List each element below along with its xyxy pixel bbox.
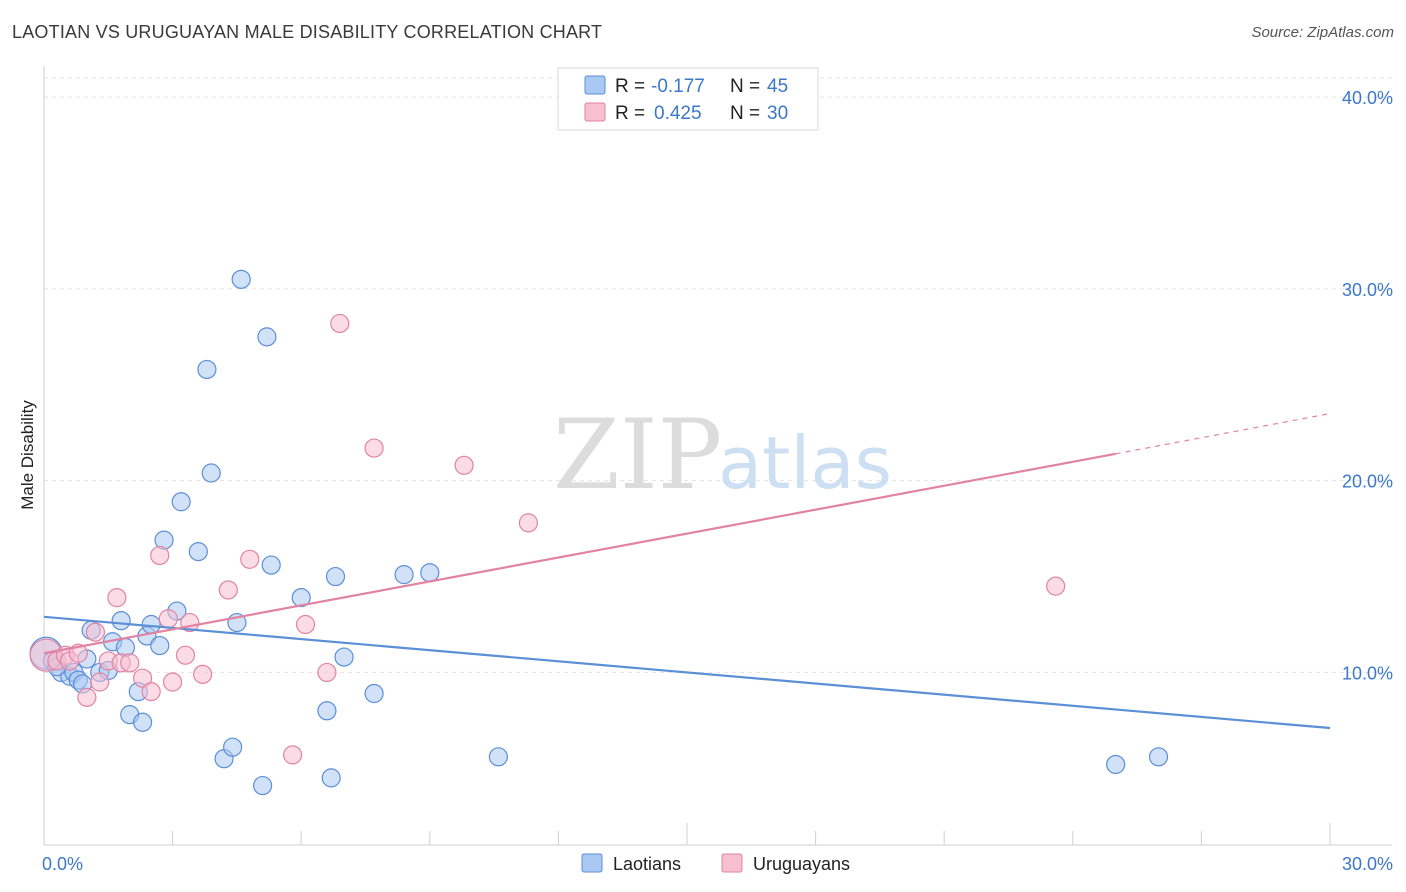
laotian-point [488,747,508,767]
x-tick-label: 30.0% [1342,854,1393,874]
laotian-point [321,768,341,788]
legend-swatch-uruguayans [584,102,606,122]
legend-n-value-laotians: 45 [767,76,788,97]
watermark-atlas: atlas [718,421,892,505]
laotian-point [261,555,281,575]
laotian-point [364,683,384,704]
uruguayan-point [1046,576,1066,596]
y-tick-label: 20.0% [1342,472,1393,492]
legend-n-value-uruguayans: 30 [767,103,788,124]
laotian-point [420,563,440,583]
data-points [29,269,1169,796]
uruguayan-point [85,622,106,642]
laotian-point [231,269,251,289]
laotian-point [1106,754,1126,775]
uruguayan-point [193,664,213,684]
bottom-legend-swatch-uruguayans [721,853,743,873]
uruguayan-point [107,588,127,608]
laotian-point [201,463,221,483]
laotian-point [334,647,354,667]
source-credit: Source: ZipAtlas.com [1251,24,1394,41]
y-axis-label: Male Disability [18,400,37,510]
uruguayan-point [175,645,196,665]
uruguayan-point [120,653,140,673]
watermark: ZIP atlas [553,399,892,511]
axes [43,66,1392,846]
legend-n-label-laotians: N = [730,76,760,97]
laotian-point [111,611,131,631]
bottom-legend-swatch-laotians [581,853,603,873]
y-tick-label: 40.0% [1342,88,1393,108]
uruguayan-point [218,580,238,600]
legend-r-value-laotians: -0.177 [651,76,705,97]
uruguayan-point [283,745,303,765]
laotian-point [223,737,243,757]
legend-r-value-uruguayans: 0.425 [654,103,702,124]
laotian-point [188,542,208,562]
grid-lines [44,77,1392,673]
legend: R = -0.177 N = 45 R = 0.425 N = 30 [557,67,819,131]
uruguayan-point [518,513,538,533]
laotian-point [1148,747,1169,767]
laotian-point [197,359,217,380]
laotian-point [132,712,153,732]
uruguayan-point [330,313,350,334]
chart-title: LAOTIAN VS URUGUAYAN MALE DISABILITY COR… [12,22,603,42]
uruguayan-trend-extension [1115,412,1331,455]
laotian-trend-line [43,615,1331,730]
uruguayan-point [77,687,97,707]
uruguayan-point [158,609,178,629]
uruguayan-point [150,545,170,566]
uruguayan-point [240,549,260,569]
uruguayan-trend-line [43,452,1116,655]
bottom-legend: Laotians Uruguayans [581,853,850,874]
legend-n-label-uruguayans: N = [730,103,760,124]
x-tick-label: 0.0% [42,854,83,874]
watermark-zip: ZIP [553,399,722,511]
uruguayan-point [317,662,337,683]
uruguayan-point [132,668,153,688]
laotian-point [291,588,311,608]
y-tick-labels: 10.0% 20.0% 30.0% 40.0% [1342,88,1393,683]
laotian-point [317,701,337,721]
laotian-point [253,775,273,796]
laotian-point [171,492,191,512]
laotian-point [257,327,277,347]
y-tick-label: 30.0% [1342,280,1393,300]
uruguayan-point [295,614,316,635]
trend-lines [43,412,1331,730]
x-tick-labels: 0.0% 30.0% [42,854,1393,874]
laotian-point [325,566,346,587]
uruguayan-point [454,455,474,475]
uruguayan-point [364,438,384,458]
bottom-legend-label-laotians: Laotians [613,854,681,874]
legend-swatch-laotians [584,75,606,95]
uruguayan-point [163,672,183,692]
laotian-point [150,635,170,656]
uruguayan-point [90,672,110,692]
legend-r-label-laotians: R = [615,76,645,97]
legend-r-label-uruguayans: R = [615,103,645,124]
uruguayan-point [141,681,161,702]
bottom-legend-label-uruguayans: Uruguayans [753,854,850,874]
laotian-point [394,565,414,585]
y-tick-label: 10.0% [1342,663,1393,683]
